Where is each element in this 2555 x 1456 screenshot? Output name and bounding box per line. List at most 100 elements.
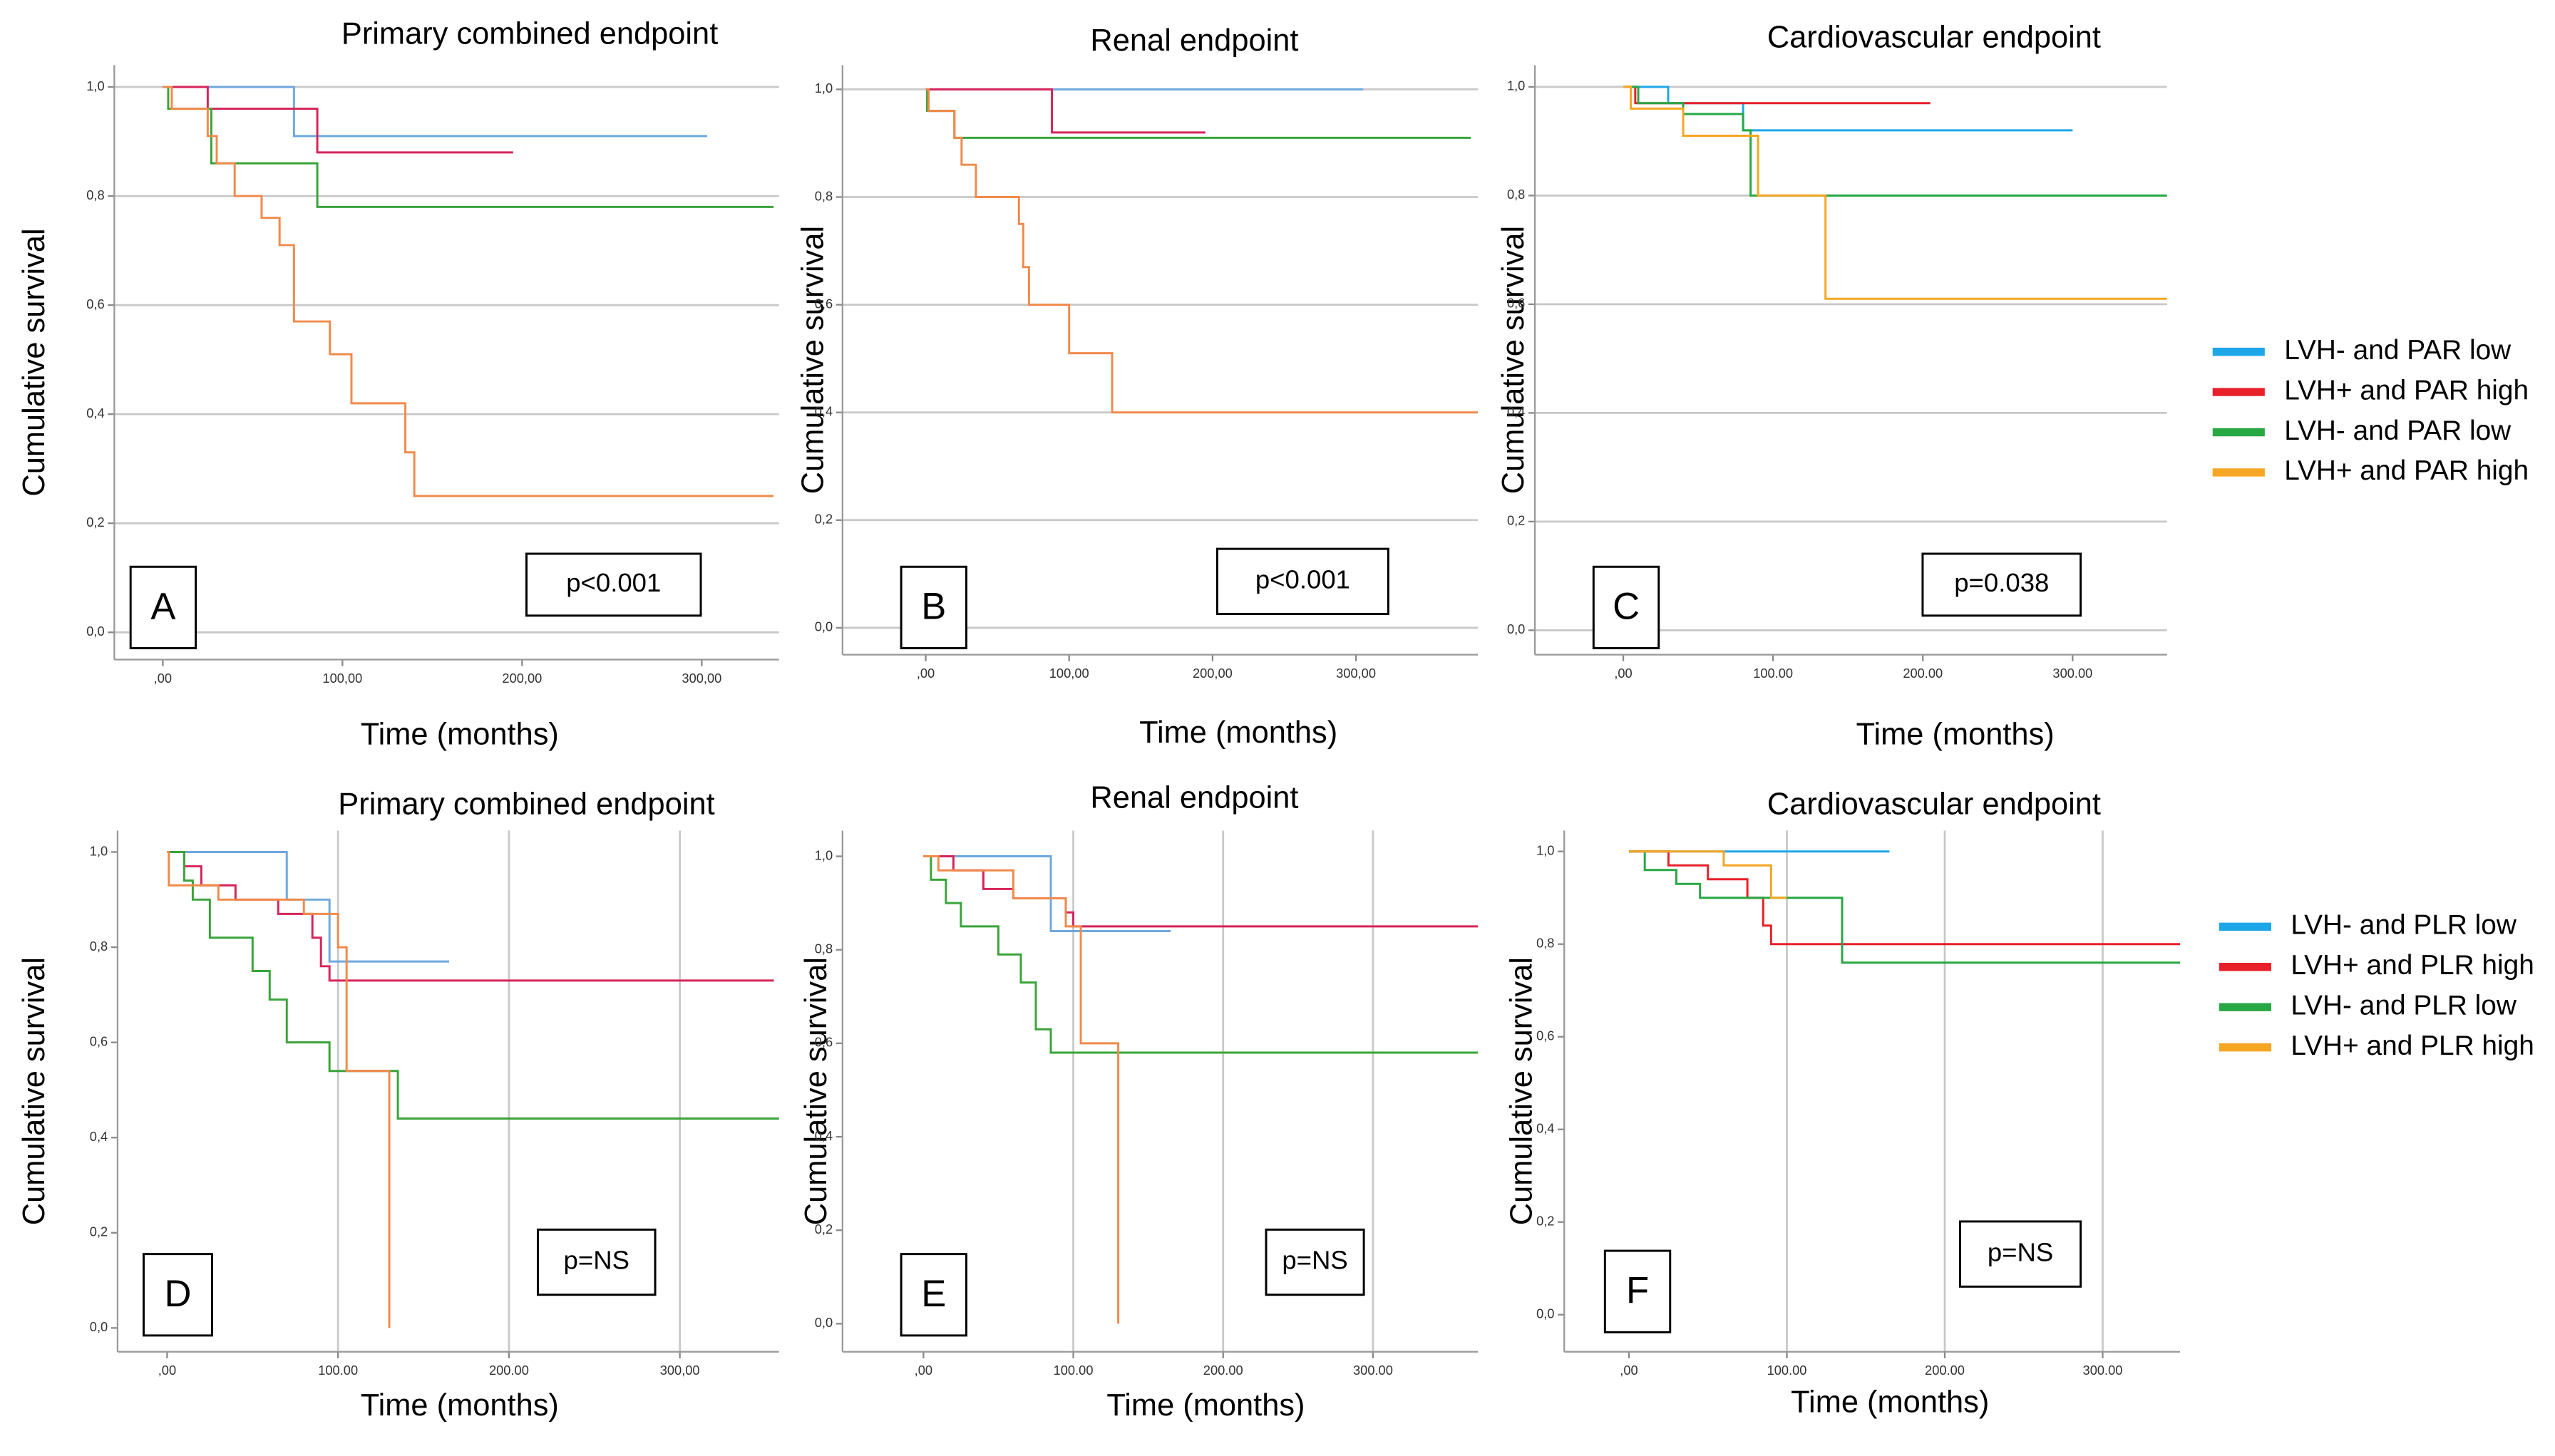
p-value-box <box>1215 547 1389 616</box>
x-tick-label: 200.00 <box>489 1363 529 1378</box>
y-axis-label: Cumulative survival <box>1496 226 1531 494</box>
y-tick-label: 0,8 <box>1536 936 1554 951</box>
x-tick-label: 300.00 <box>2052 666 2092 681</box>
panel-label: B <box>921 586 946 628</box>
chart-title: Primary combined endpoint <box>341 17 718 51</box>
x-tick-label: 300.00 <box>2083 1363 2123 1378</box>
x-axis-label: Time (months) <box>361 1388 559 1423</box>
survival-curve <box>163 86 513 154</box>
panel-label: E <box>921 1273 946 1315</box>
p-value-box <box>1959 1220 2082 1288</box>
panel-label-box <box>142 1253 213 1337</box>
x-tick-label: ,00 <box>158 1363 176 1378</box>
x-tick-label: ,00 <box>1620 1363 1638 1378</box>
y-axis-label: Cumulative survival <box>799 957 833 1225</box>
survival-curve <box>1623 86 2167 197</box>
x-tick-label: 100,00 <box>322 671 362 686</box>
y-tick-label: 0,6 <box>1507 296 1525 311</box>
x-tick-label: ,00 <box>154 671 172 686</box>
survival-curve <box>163 86 774 497</box>
x-tick-label: 100.00 <box>1767 1363 1807 1378</box>
y-tick-label: 1,0 <box>815 847 833 862</box>
x-tick-label: 300.00 <box>1353 1363 1393 1378</box>
y-tick-label: 1,0 <box>1536 843 1554 858</box>
survival-curve <box>167 851 450 963</box>
y-tick-label: 1,0 <box>90 843 108 858</box>
survival-curve <box>925 88 1479 414</box>
legend-label: LVH- and PAR low <box>2284 335 2512 366</box>
y-tick-label: 0,0 <box>1507 621 1525 636</box>
legend-label: LVH+ and PAR high <box>2284 375 2529 406</box>
y-tick-label: 0,8 <box>90 939 108 954</box>
p-value: p<0.001 <box>566 568 661 597</box>
p-value: p=NS <box>1282 1246 1347 1275</box>
legend-label: LVH+ and PAR high <box>2284 455 2529 486</box>
panel-label-box <box>1603 1249 1672 1333</box>
x-tick-label: 300,00 <box>682 671 721 686</box>
y-tick-label: 0,0 <box>815 619 833 634</box>
survival-curve <box>1629 850 1787 899</box>
survival-curve <box>923 855 1120 1324</box>
y-tick-label: 0,6 <box>815 1035 833 1050</box>
survival-curve <box>925 88 1205 134</box>
x-tick-label: ,00 <box>915 1363 932 1378</box>
y-tick-label: 0,4 <box>1507 404 1525 419</box>
survival-curve <box>167 851 774 982</box>
chart-title: Renal endpoint <box>1090 781 1298 815</box>
x-tick-label: 100.00 <box>1753 666 1793 681</box>
x-tick-label: 200.00 <box>1925 1363 1965 1378</box>
legend-label: LVH- and PAR low <box>2284 415 2512 446</box>
survival-curve <box>923 855 1171 932</box>
survival-curve <box>923 855 1479 928</box>
x-axis-label: Time (months) <box>1139 716 1337 750</box>
panel-label-box <box>900 1253 968 1337</box>
chart-title: Cardiovascular endpoint <box>1767 20 2101 54</box>
chart-title: Cardiovascular endpoint <box>1767 788 2101 822</box>
x-tick-label: 200.00 <box>1903 666 1943 681</box>
panel-label-box <box>1592 565 1660 650</box>
survival-curve <box>925 88 1471 139</box>
survival-curve <box>1623 86 1931 105</box>
y-tick-label: 0,4 <box>815 1128 833 1143</box>
y-axis-label: Cumulative survival <box>17 228 51 496</box>
p-value-box <box>1921 552 2082 617</box>
y-tick-label: 0,6 <box>90 1033 108 1048</box>
x-tick-label: 200,00 <box>502 671 542 686</box>
y-tick-label: 0,4 <box>815 404 833 419</box>
x-axis-label: Time (months) <box>361 717 559 751</box>
p-value: p=NS <box>564 1246 629 1275</box>
survival-curve <box>923 855 1479 1054</box>
y-tick-label: 0,8 <box>1507 187 1525 202</box>
legend-label: LVH- and PLR low <box>2291 910 2517 941</box>
p-value: p=0.038 <box>1954 568 2049 597</box>
y-tick-label: 0,0 <box>90 1319 108 1334</box>
y-axis-label: Cumulative survival <box>17 957 51 1225</box>
y-tick-label: 0,8 <box>815 188 833 203</box>
chart-title: Primary combined endpoint <box>338 788 714 822</box>
panel-label: A <box>150 586 175 628</box>
x-axis-label: Time (months) <box>1791 1385 1989 1419</box>
y-tick-label: 0,2 <box>1536 1214 1554 1229</box>
x-axis-label: Time (months) <box>1856 717 2055 751</box>
x-tick-label: 300,00 <box>660 1363 700 1378</box>
y-tick-label: 1,0 <box>1507 78 1525 93</box>
survival-curve <box>163 86 774 208</box>
survival-curve <box>1623 86 2167 300</box>
p-value-box <box>525 552 702 617</box>
survival-curve <box>167 851 779 1120</box>
legend-label: LVH+ and PLR high <box>2291 950 2534 981</box>
x-axis-label: Time (months) <box>1106 1388 1305 1423</box>
y-tick-label: 0,2 <box>1507 513 1525 528</box>
survival-curve <box>1629 850 2181 946</box>
y-tick-label: 0,0 <box>86 624 104 639</box>
y-tick-label: 0,2 <box>90 1224 108 1239</box>
y-tick-label: 0,6 <box>1536 1028 1554 1043</box>
chart-title: Renal endpoint <box>1090 24 1298 58</box>
y-tick-label: 0,0 <box>815 1315 833 1330</box>
panel-label: F <box>1626 1269 1649 1311</box>
survival-curve <box>1623 86 2073 132</box>
y-axis-label: Cumulative survival <box>1505 957 1539 1225</box>
y-tick-label: 0,6 <box>815 296 833 311</box>
p-value-box <box>1265 1228 1365 1296</box>
